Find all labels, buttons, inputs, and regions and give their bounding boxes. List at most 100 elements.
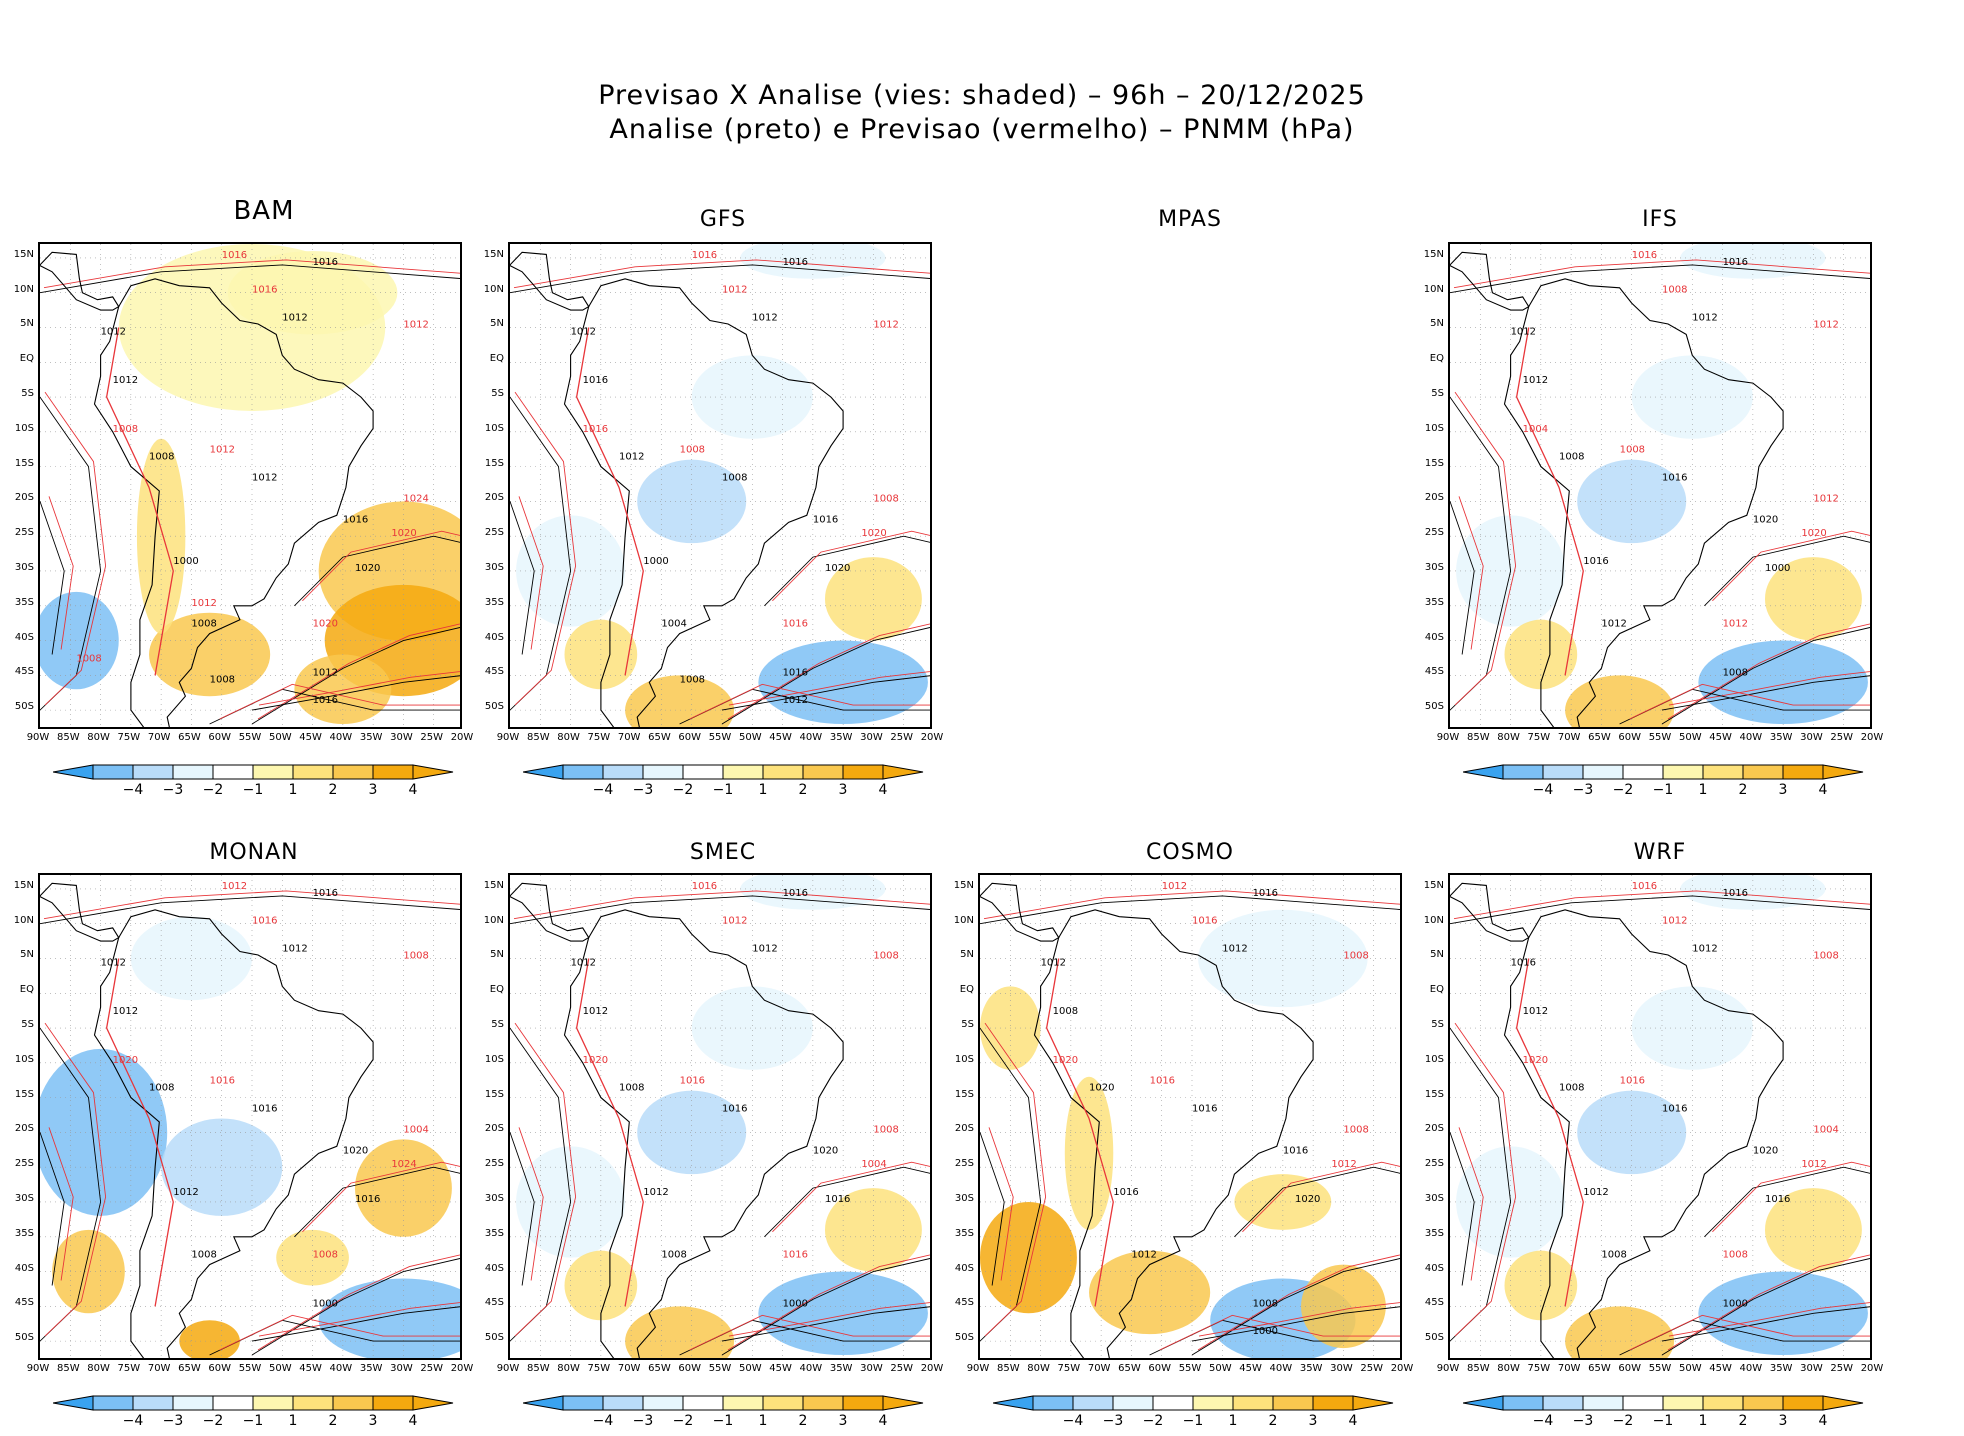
forecast-label: 1020 [1523,1055,1548,1066]
lat-tick-label: EQ [489,984,504,996]
analysis-isobar [1661,627,1870,725]
map-svg-bam: 1016 1012 1012 1012 1008 1012 1016 1020 1000 1008… [40,244,460,727]
south-america-coast [563,278,844,727]
analysis-isobar [510,264,930,294]
lon-tick-label: 80W [87,732,110,743]
lon-tick-label: 45W [1239,1363,1262,1374]
lat-tick-label: 10S [1424,1053,1444,1065]
analysis-isobar [1450,264,1870,294]
colorbar-tick-label: −4 [592,1413,614,1429]
forecast-label: 1008 [403,950,428,961]
colorbar-tick-label: −4 [1532,1413,1554,1429]
colorbar-segment [722,1395,764,1411]
analysis-label: 1000 [1253,1326,1278,1337]
forecast-label: 1016 [692,250,717,261]
colorbar-tick-label: 1 [758,1413,768,1429]
colorbar-segment [1702,764,1744,780]
bias-area [824,557,922,641]
lon-tick-label: 20W [1860,1363,1884,1374]
colorbar-segment [1662,1395,1704,1411]
colorbar-segment [1702,1395,1744,1411]
analysis-label: 1008 [191,1250,216,1261]
central-america-coast [980,882,1060,942]
lon-tick-label: 20W [1860,732,1884,743]
forecast-label: 1016 [783,619,808,630]
colorbar-ifs [1463,764,1864,780]
lon-tick-label: 25W [420,732,444,743]
colorbar-tick-label: 1 [288,782,298,798]
lon-tick-label: 80W [87,1363,110,1374]
colorbar-high-extend [412,1395,454,1411]
south-america-coast [1503,278,1784,727]
analysis-label: 1000 [313,1298,338,1309]
contour-labels: 1016 1012 1016 1012 1008 1016 1020 1016 1012 1008… [1511,881,1839,1309]
forecast-label: 1016 [252,285,277,296]
lon-tick-label: 30W [1330,1363,1353,1374]
lon-tick-label: 50W [1678,1363,1702,1374]
colorbar-tick-label: 4 [878,1413,888,1429]
analysis-isobar [721,1306,930,1342]
colorbar-high-extend [1822,764,1864,780]
colorbar-tick-label: 2 [328,1413,338,1429]
forecast-label: 1008 [873,950,898,961]
lon-tick-label: 50W [738,732,762,743]
colorbar-tick-label: −3 [162,782,184,798]
forecast-isobar [1667,623,1870,720]
lat-tick-label: 30S [14,561,34,573]
analysis-label: 1012 [113,375,138,386]
analysis-label: 1012 [1523,375,1548,386]
bias-area [625,1306,735,1358]
forecast-label: 1020 [583,1055,608,1066]
lon-tick-label: 50W [1678,732,1702,743]
lon-tick-label: 50W [268,1363,292,1374]
analysis-label: 1016 [313,695,338,706]
forecast-label: 1016 [783,1250,808,1261]
graticule [980,875,1400,1358]
contour-labels: 1016 1012 1012 1012 1008 1012 1016 1020 1000 1008… [76,250,429,706]
lon-tick-label: 40W [1269,1363,1293,1374]
forecast-isobar [48,1127,74,1281]
lat-tick-label: 50S [484,701,504,713]
colorbar-segment [212,1395,254,1411]
analysis-isobar [510,501,535,655]
lon-tick-label: 60W [1148,1363,1172,1374]
lon-tick-label: 35W [359,732,383,743]
map-svg-monan: 1016 1012 1012 1012 1008 1016 1020 1016 1012 1008… [40,875,460,1358]
south-america-coast [93,909,374,1358]
lon-tick-label: 35W [1299,1363,1323,1374]
colorbar-segment [372,1395,414,1411]
lon-tick-label: 65W [178,732,201,743]
colorbar-segment [1542,764,1584,780]
forecast-isobar [1242,1161,1400,1233]
lat-tick-label: 20S [484,492,504,504]
isobars [1450,890,1870,1356]
forecast-isobar [513,890,930,920]
forecast-label: 1020 [1053,1055,1078,1066]
bias-area [1577,1090,1687,1175]
isobars [510,259,930,725]
analysis-isobar [1450,501,1475,655]
contour-labels: 1016 1012 1012 1012 1008 1016 1020 1016 1012 1008… [101,881,429,1309]
bias-area [1577,459,1687,544]
colorbar-tick-label: 1 [1228,1413,1238,1429]
lon-tick-label: 55W [1648,732,1672,743]
colorbar-segment [1662,764,1704,780]
analysis-label: 1012 [1583,1187,1608,1198]
colorbar-tick-label: 3 [1308,1413,1318,1429]
graticule [510,875,930,1358]
colorbar-low-extend [53,1395,94,1411]
forecast-label: 1012 [1813,493,1838,504]
analysis-isobar [764,535,930,607]
forecast-isobar [302,1161,460,1233]
colorbar-tick-label: −2 [1142,1413,1164,1429]
lat-tick-label: 10S [954,1053,974,1065]
south-america-coast [1503,909,1784,1358]
analysis-label: 1012 [1511,326,1536,337]
lon-tick-label: 40W [1739,1363,1763,1374]
figure-title-line2: Analise (preto) e Previsao (vermelho) – … [609,114,1355,145]
forecast-isobar [1458,496,1484,650]
lon-tick-label: 55W [1648,1363,1672,1374]
colorbar-low-extend [53,764,94,780]
forecast-label: 1008 [680,445,705,456]
lon-tick-label: 90W [496,732,520,743]
